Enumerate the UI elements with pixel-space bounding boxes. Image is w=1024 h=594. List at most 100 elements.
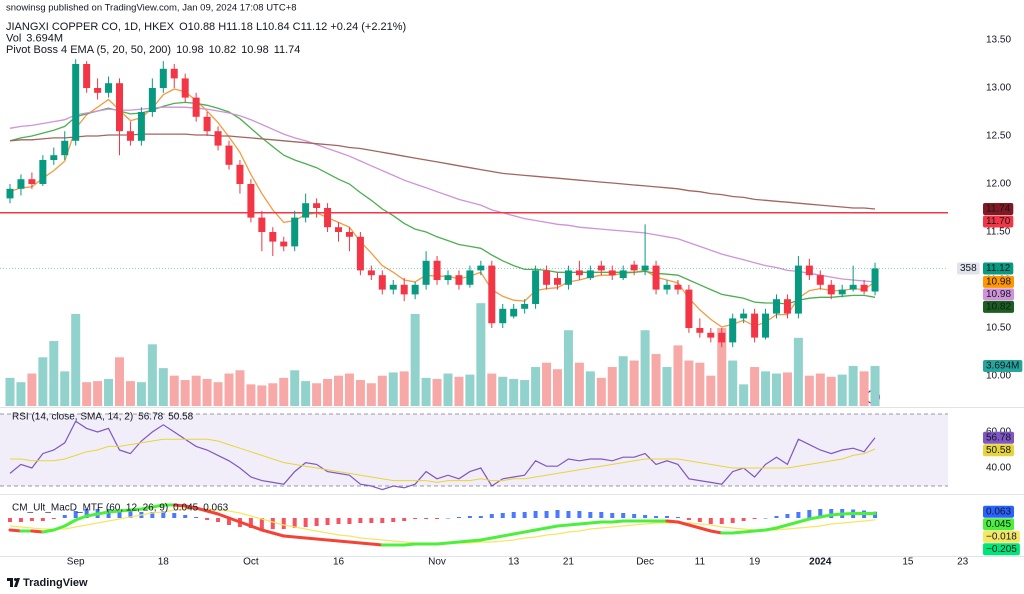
volume-bar [761,371,771,406]
macd-line-segment [304,536,319,541]
macd-line-segment [41,528,56,534]
macd-histogram-bar [270,518,275,529]
candle-body [652,265,660,290]
macd-line-segment [534,526,549,532]
volume-bar [410,313,420,406]
y-tick-label: 40.00 [986,463,1011,474]
y-tick-label: 13.50 [986,35,1011,46]
candle-body [411,284,419,295]
macd-histogram-bar [347,518,352,524]
macd-histogram-bar [654,516,659,518]
axis-value-label-bg [983,360,1023,373]
axis-value-label-bg [983,444,1015,457]
volume-bar [574,362,584,406]
volume-bar [837,374,847,406]
axis-value-label: −0.018 [986,531,1017,542]
candle-body [740,313,748,319]
macd-value: 0.045 [173,503,198,514]
macd-line-segment [63,518,78,528]
volume-bar [662,367,672,406]
axis-value-label: 11.12 [986,263,1011,274]
macd-histogram-bar [489,514,494,518]
macd-histogram-bar [150,512,155,518]
macd-line-segment [698,526,713,533]
macd-line-segment [742,529,757,534]
macd-histogram-bar [697,518,702,522]
macd-histogram-bar [8,518,12,522]
macd-line-segment [501,532,516,538]
macd-histogram-bar [533,511,538,518]
volume-bar [804,375,814,406]
volume-bar [498,376,508,406]
volume-bar [706,375,716,406]
publisher: snowinsg published on TradingView.com, J… [6,3,297,14]
volume-bar [684,360,694,406]
candle-body [39,160,47,184]
macd-line-segment [74,514,89,522]
macd-histogram-bar [84,509,89,518]
candle-body [718,332,726,343]
axis-value-label-bg [983,518,1015,531]
macd-line-segment [588,520,603,525]
macd-line-segment [52,524,67,532]
candle-body [345,232,353,237]
volume-bar [520,380,530,406]
candle-body [455,275,463,285]
volume-bar [607,367,617,406]
macd-histogram-bar [796,512,801,518]
macd-histogram-bar [73,511,78,518]
macd-line-segment [775,523,789,530]
candle-body [564,270,572,285]
candle-body [575,270,583,276]
macd-line-segment [829,512,844,517]
candle-body [521,304,529,309]
x-tick-label: 21 [563,557,575,568]
volume-bar [301,381,311,406]
macd-histogram-bar [128,511,133,518]
x-tick-label: 19 [749,557,761,568]
macd-histogram-bar [358,518,363,523]
volume-bar [772,373,781,406]
macd-histogram-bar [51,518,56,519]
axis-value-label-bg [983,530,1020,543]
macd-histogram-bar [566,511,571,518]
macd-line-segment [577,521,592,526]
rsi-line [10,438,876,483]
volume-bar [815,373,825,406]
indicator-value: 11.74 [274,44,301,56]
rsi-value: 50.58 [168,412,193,423]
macd-line-segment [523,528,538,534]
volume-bar [49,341,59,406]
macd-line-segment [468,538,483,543]
macd-histogram-bar [763,518,768,519]
axis-value-label-bg [983,300,1015,313]
volume-value: 3.694M [26,32,63,44]
macd-line-segment [731,530,746,535]
macd-line-segment [796,517,811,524]
axis-value-label-bg [983,215,1014,228]
candle-body [280,241,288,247]
volume-bar [563,330,573,406]
macd-histogram-bar [292,518,297,528]
candle-body [17,179,25,189]
macd-histogram-bar [391,518,396,522]
volume-bar [334,375,343,406]
macd-line-segment [227,516,242,524]
y-tick-label: 13.00 [986,83,1011,94]
x-tick-label: 16 [333,557,345,568]
macd-histogram-value: 0.063 [203,503,228,514]
x-tick-label: 15 [902,557,914,568]
candle-body [356,236,364,271]
macd-line-segment [435,541,450,546]
tv-logo-dot [14,578,17,581]
candle-body [203,116,211,132]
macd-histogram-bar [413,518,418,519]
macd-histogram-bar [227,518,231,525]
volume-bar [60,371,70,406]
volume-bar [717,328,727,406]
candle-body [554,278,561,285]
volume-bar [71,313,81,406]
macd-histogram-bar [205,518,210,520]
volume-bar [454,376,464,406]
